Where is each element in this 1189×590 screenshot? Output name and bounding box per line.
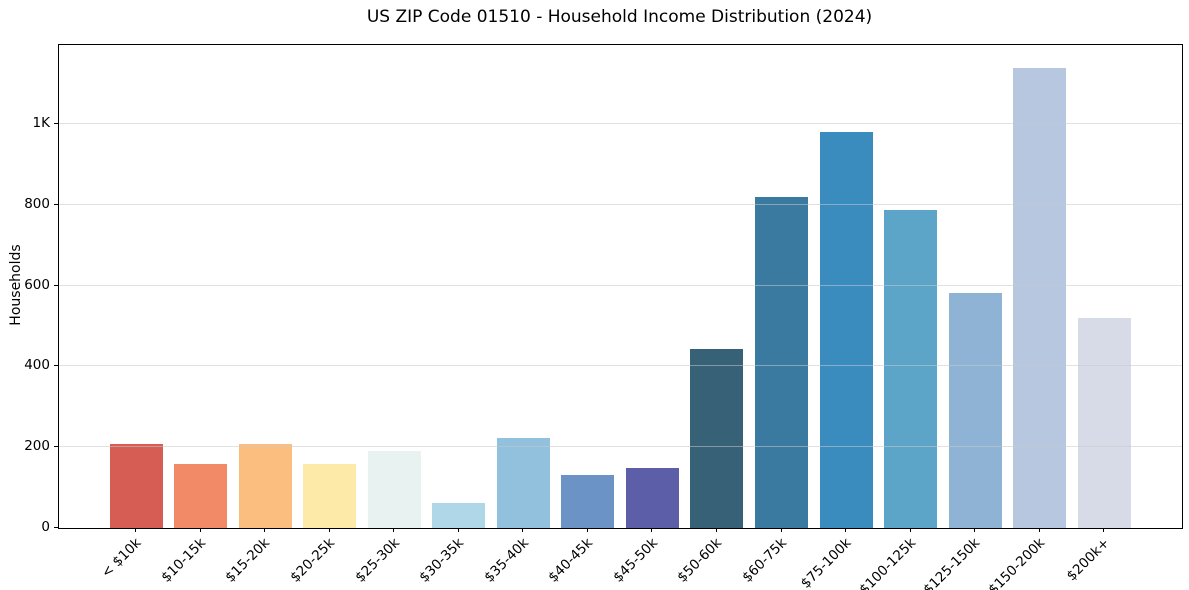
bar [432, 502, 486, 528]
x-tick-mark [780, 528, 782, 532]
bar [690, 348, 744, 528]
x-tick-label: $75-100k [797, 535, 855, 590]
x-tick-label: $125-150k [920, 535, 984, 590]
bar [367, 451, 421, 528]
bar [238, 444, 292, 528]
x-tick-label: $25-30k [351, 535, 403, 586]
bar [1077, 318, 1131, 528]
x-tick-mark [974, 528, 976, 532]
x-tick-label: $35-40k [480, 535, 532, 586]
x-tick-mark [199, 528, 201, 532]
x-tick-label: < $10k [98, 535, 145, 582]
x-tick-label: $15-20k [222, 535, 274, 586]
bar [625, 467, 679, 528]
y-tick-label: 0 [41, 519, 50, 535]
x-tick-mark [393, 528, 395, 532]
x-tick-label: $10-15k [158, 535, 209, 586]
x-tick-mark [522, 528, 524, 532]
x-tick-label: $50-60k [674, 535, 726, 586]
y-tick-mark [54, 365, 58, 367]
x-tick-mark [586, 528, 588, 532]
x-tick-label: $150-200k [985, 535, 1049, 590]
bar [109, 444, 163, 528]
y-tick-label: 200 [24, 438, 50, 455]
x-tick-mark [651, 528, 653, 532]
y-tick-mark [54, 123, 58, 125]
bar [819, 131, 873, 528]
x-tick-mark [135, 528, 136, 532]
x-tick-label: $60-75k [739, 535, 790, 586]
x-tick-label: $200k+ [1063, 535, 1113, 585]
y-tick-label: 600 [24, 276, 50, 293]
y-tick-mark [54, 284, 58, 286]
x-tick-mark [1103, 528, 1105, 532]
x-tick-mark [1038, 528, 1040, 532]
x-tick-mark [909, 528, 911, 532]
x-tick-label: $20-25k [287, 535, 338, 586]
chart-title: US ZIP Code 01510 - Household Income Dis… [366, 7, 873, 27]
bar [884, 209, 938, 528]
plot-area [58, 44, 1183, 529]
bar [496, 437, 550, 528]
y-tick-label: 1K [32, 115, 50, 132]
y-tick-mark [54, 203, 58, 205]
bar [561, 475, 615, 528]
x-tick-label: $45-50k [610, 535, 661, 586]
bar [755, 196, 808, 528]
bar [948, 292, 1002, 528]
gridline [59, 123, 1182, 125]
bar [174, 463, 228, 528]
x-tick-label: $30-35k [416, 535, 468, 586]
x-tick-mark [457, 528, 459, 532]
y-tick-label: 400 [24, 357, 50, 374]
x-tick-mark [328, 528, 330, 532]
x-tick-label: $100-125k [856, 535, 919, 590]
gridline [59, 203, 1182, 205]
x-tick-label: $40-45k [545, 535, 597, 586]
bar [303, 463, 357, 528]
x-tick-mark [845, 528, 847, 532]
gridline [59, 284, 1182, 286]
bar [1013, 68, 1067, 528]
gridline [59, 446, 1182, 448]
y-tick-mark [54, 446, 58, 448]
gridline [59, 365, 1182, 367]
x-tick-mark [264, 528, 266, 532]
y-tick-mark [54, 527, 58, 528]
x-tick-mark [715, 528, 717, 532]
y-tick-label: 800 [24, 195, 50, 212]
